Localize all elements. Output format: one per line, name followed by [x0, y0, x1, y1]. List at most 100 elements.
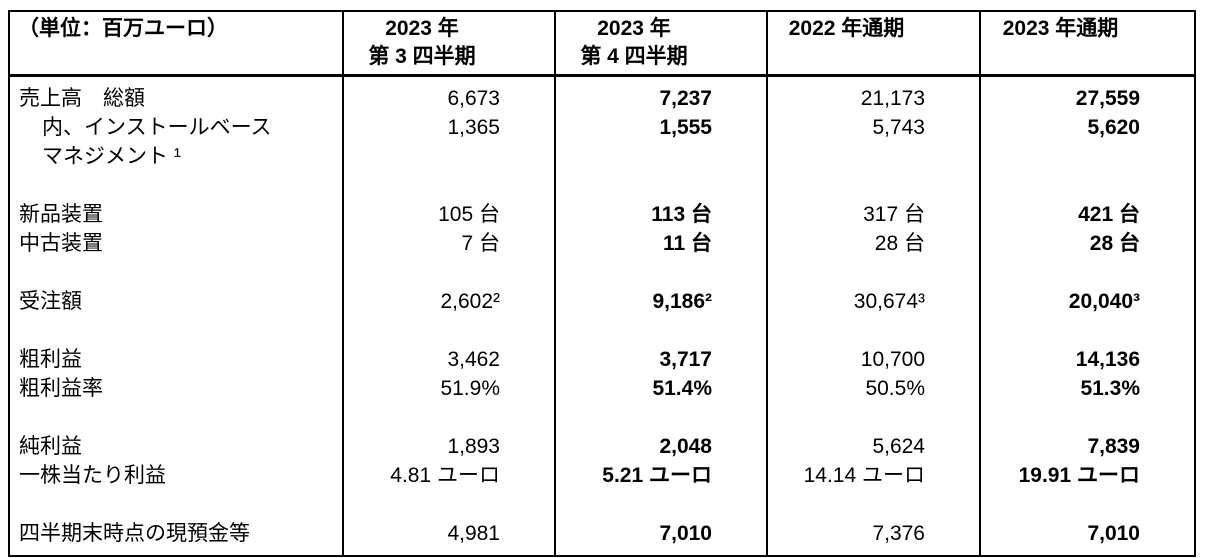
unit-header-cell: （単位：百万ユーロ）: [8, 11, 344, 77]
row-label: [8, 171, 344, 200]
row-label: 中古装置: [8, 229, 344, 258]
value-fy-2022: 21,173: [766, 75, 981, 113]
value-fy-2022: 5,743: [766, 113, 981, 142]
value-q4-2023: 7,237: [554, 75, 768, 113]
row-label: 内、インストールベース: [8, 113, 344, 142]
spacer-row: [8, 258, 1196, 287]
value-fy-2022: 5,624: [766, 432, 981, 461]
value-fy-2023: 421 台: [979, 200, 1196, 229]
value-q4-2023: [554, 403, 768, 432]
col-header-q3-2023: 2023 年 第 3 四半期: [342, 11, 556, 77]
value-fy-2022: 30,674³: [766, 287, 981, 316]
value-q4-2023: 3,717: [554, 345, 768, 374]
table-row: 受注額 2,602² 9,186² 30,674³ 20,040³: [8, 287, 1196, 316]
row-label: [8, 490, 344, 519]
header-row: （単位：百万ユーロ） 2023 年 第 3 四半期 2023 年 第 4 四半期…: [8, 11, 1196, 77]
value-fy-2023: 27,559: [979, 75, 1196, 113]
value-fy-2022: [766, 258, 981, 287]
value-fy-2022: [766, 490, 981, 519]
value-fy-2023: [979, 142, 1196, 171]
value-fy-2023: [979, 171, 1196, 200]
value-q3-2023: 2,602²: [342, 287, 556, 316]
table-row: マネジメント ¹: [8, 142, 1196, 171]
value-fy-2023: 5,620: [979, 113, 1196, 142]
value-q3-2023: 1,365: [342, 113, 556, 142]
value-q3-2023: [342, 171, 556, 200]
value-fy-2022: [766, 316, 981, 345]
value-q3-2023: [342, 142, 556, 171]
table-row: 売上高 総額 6,673 7,237 21,173 27,559: [8, 75, 1196, 113]
value-q3-2023: 51.9%: [342, 374, 556, 403]
row-label: [8, 316, 344, 345]
value-fy-2023: [979, 316, 1196, 345]
table-row: 四半期末時点の現預金等 4,981 7,010 7,376 7,010: [8, 519, 1196, 556]
row-label: 受注額: [8, 287, 344, 316]
value-q3-2023: [342, 316, 556, 345]
spacer-row: [8, 316, 1196, 345]
value-fy-2022: 50.5%: [766, 374, 981, 403]
value-fy-2023: 14,136: [979, 345, 1196, 374]
col-header-line2: 第 3 四半期: [368, 45, 476, 68]
value-q4-2023: [554, 142, 768, 171]
value-fy-2022: [766, 403, 981, 432]
row-label: [8, 403, 344, 432]
table-row: 粗利益率 51.9% 51.4% 50.5% 51.3%: [8, 374, 1196, 403]
row-label: 一株当たり利益: [8, 461, 344, 490]
value-q4-2023: 11 台: [554, 229, 768, 258]
table-row: 中古装置 7 台 11 台 28 台 28 台: [8, 229, 1196, 258]
row-label: 新品装置: [8, 200, 344, 229]
value-q4-2023: [554, 171, 768, 200]
value-fy-2023: 19.91 ユーロ: [979, 461, 1196, 490]
value-fy-2023: 28 台: [979, 229, 1196, 258]
value-q4-2023: 7,010: [554, 519, 768, 556]
value-fy-2023: [979, 403, 1196, 432]
spacer-row: [8, 403, 1196, 432]
col-header-line1: 2023 年通期: [1002, 17, 1119, 40]
value-fy-2023: 20,040³: [979, 287, 1196, 316]
row-label: 粗利益: [8, 345, 344, 374]
value-fy-2023: [979, 258, 1196, 287]
value-q3-2023: 4.81 ユーロ: [342, 461, 556, 490]
table-row: 新品装置 105 台 113 台 317 台 421 台: [8, 200, 1196, 229]
value-fy-2022: 28 台: [766, 229, 981, 258]
value-q3-2023: 3,462: [342, 345, 556, 374]
col-header-line1: 2023 年: [597, 17, 671, 40]
col-header-q4-2023: 2023 年 第 4 四半期: [554, 11, 768, 77]
value-q3-2023: 6,673: [342, 75, 556, 113]
value-q4-2023: [554, 490, 768, 519]
value-q3-2023: 4,981: [342, 519, 556, 556]
value-q4-2023: 9,186²: [554, 287, 768, 316]
table-row: 純利益 1,893 2,048 5,624 7,839: [8, 432, 1196, 461]
row-label: 純利益: [8, 432, 344, 461]
financial-results-table-container: （単位：百万ユーロ） 2023 年 第 3 四半期 2023 年 第 4 四半期…: [8, 10, 1196, 557]
value-q4-2023: [554, 316, 768, 345]
value-q4-2023: 1,555: [554, 113, 768, 142]
value-q4-2023: 2,048: [554, 432, 768, 461]
value-fy-2022: 7,376: [766, 519, 981, 556]
value-fy-2023: 7,839: [979, 432, 1196, 461]
value-fy-2022: [766, 171, 981, 200]
col-header-line1: 2022 年通期: [788, 17, 905, 40]
table-row: 一株当たり利益 4.81 ユーロ 5.21 ユーロ 14.14 ユーロ 19.91 ユー…: [8, 461, 1196, 490]
row-label: [8, 258, 344, 287]
value-fy-2022: 10,700: [766, 345, 981, 374]
value-fy-2022: [766, 142, 981, 171]
value-q3-2023: 7 台: [342, 229, 556, 258]
row-label: 売上高 総額: [8, 75, 344, 113]
value-q4-2023: 5.21 ユーロ: [554, 461, 768, 490]
value-q4-2023: 113 台: [554, 200, 768, 229]
value-q3-2023: 105 台: [342, 200, 556, 229]
value-fy-2023: 51.3%: [979, 374, 1196, 403]
col-header-fy-2023: 2023 年通期: [979, 11, 1196, 77]
row-label: 粗利益率: [8, 374, 344, 403]
value-q3-2023: [342, 403, 556, 432]
table-row: 粗利益 3,462 3,717 10,700 14,136: [8, 345, 1196, 374]
financial-results-table: （単位：百万ユーロ） 2023 年 第 3 四半期 2023 年 第 4 四半期…: [8, 10, 1196, 557]
value-fy-2022: 14.14 ユーロ: [766, 461, 981, 490]
value-q4-2023: 51.4%: [554, 374, 768, 403]
value-fy-2023: [979, 490, 1196, 519]
spacer-row: [8, 490, 1196, 519]
row-label: 四半期末時点の現預金等: [8, 519, 344, 556]
spacer-row: [8, 171, 1196, 200]
col-header-line1: 2023 年: [385, 17, 459, 40]
